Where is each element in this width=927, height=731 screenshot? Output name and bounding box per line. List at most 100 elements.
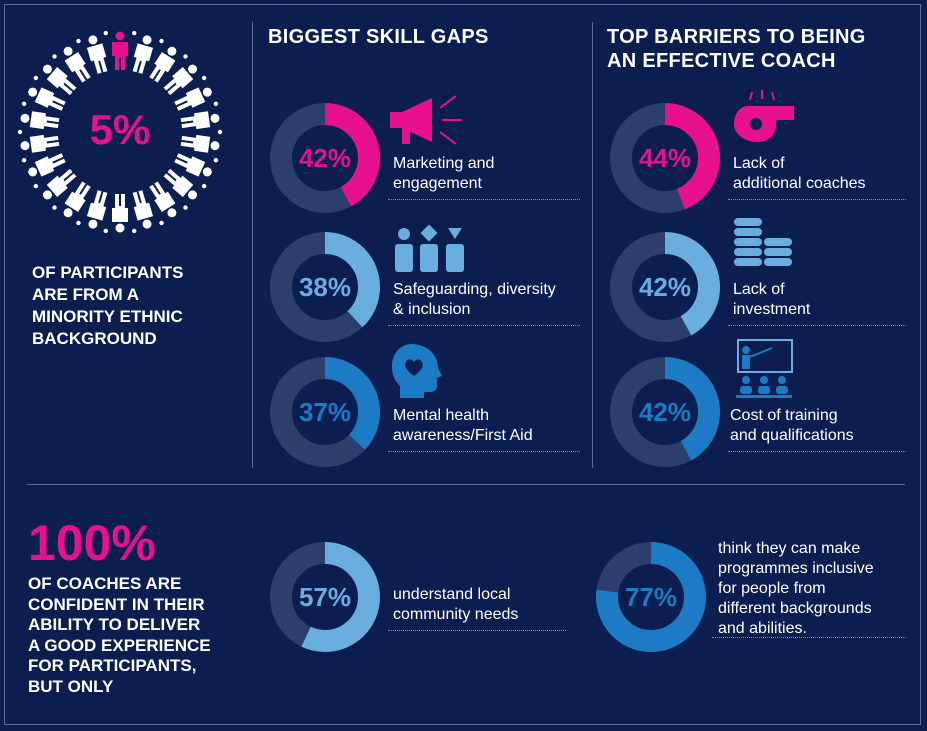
person-figure	[132, 190, 154, 229]
person-figure	[180, 134, 220, 153]
person-figure	[112, 31, 128, 70]
skill-gap-percent-marketing: 42%	[298, 142, 352, 173]
coaches-stat: 100%	[28, 515, 156, 571]
barrier-label-training-cost: Cost of training and qualifications	[730, 406, 854, 446]
dotted-separator	[388, 325, 580, 326]
dotted-separator	[728, 451, 906, 452]
participants-caption-line: BACKGROUND	[32, 329, 157, 348]
person-figure	[174, 153, 212, 177]
coaches-donut-inclusive	[596, 542, 706, 652]
barrier-label-line: and qualifications	[730, 427, 854, 444]
person-figure	[28, 87, 66, 111]
barrier-donut-coaches	[610, 103, 720, 213]
skill-gap-label-line: Safeguarding, diversity	[393, 281, 556, 298]
barrier-label-coaches: Lack of additional coaches	[733, 154, 866, 194]
person-figure	[42, 64, 77, 96]
skill-gap-label-marketing: Marketing and engagement	[393, 154, 494, 194]
coaches-label-inclusive: think they can make programmes inclusive…	[718, 539, 874, 639]
skill-gaps-heading: BIGGEST SKILL GAPS	[268, 26, 489, 48]
barrier-label-line: Lack of	[733, 281, 785, 298]
donut-value-arc	[610, 357, 720, 467]
coaches-caption-line: CONFIDENT IN THEIR	[28, 594, 205, 614]
coaches-label-line: different backgrounds	[718, 600, 872, 617]
coaches-label-line: programmes inclusive	[718, 560, 874, 577]
person-figure	[149, 181, 177, 218]
coaches-donut-community	[270, 542, 380, 652]
coaches-label-line: and abilities.	[718, 620, 807, 637]
donut-value-arc	[610, 103, 720, 213]
barriers-heading-line: TOP BARRIERS TO BEING	[607, 26, 866, 48]
barriers-heading: TOP BARRIERS TO BEING AN EFFECTIVE COACH	[607, 25, 866, 73]
dotted-separator	[388, 630, 566, 631]
donut-value-arc	[596, 542, 706, 652]
person-figure	[132, 35, 154, 74]
person-figure	[149, 46, 177, 83]
coaches-caption-line: OF COACHES ARE	[28, 574, 182, 593]
barrier-donut-investment	[610, 232, 720, 342]
coaches-label-line: think they can make	[718, 540, 861, 557]
barrier-donut-training-cost	[610, 357, 720, 467]
donut-value-arc	[270, 542, 380, 652]
infographic-frame	[4, 4, 921, 725]
person-figure	[86, 190, 108, 229]
person-figure	[174, 87, 212, 111]
coaches-label-line: community needs	[393, 606, 519, 623]
skill-gap-donut-mental-health	[270, 357, 380, 467]
ring-dots	[17, 30, 223, 234]
coin-stack-icon	[734, 218, 792, 266]
donut-value-arc	[610, 232, 720, 342]
barrier-percent-training-cost: 42%	[638, 396, 692, 427]
skill-gap-label-mental-health: Mental health awareness/First Aid	[393, 406, 533, 446]
skill-gap-label-safeguarding: Safeguarding, diversity & inclusion	[393, 280, 556, 320]
dotted-separator	[728, 199, 906, 200]
person-figure	[112, 194, 128, 233]
classroom-icon	[736, 339, 793, 398]
barrier-label-line: additional coaches	[733, 175, 866, 192]
coaches-percent-community: 57%	[298, 581, 352, 612]
participants-caption-line: ARE FROM A	[32, 285, 140, 304]
section-divider	[27, 484, 905, 485]
barrier-label-line: Lack of	[733, 155, 785, 172]
people-ring-icon	[17, 30, 223, 234]
barrier-label-line: Cost of training	[730, 407, 838, 424]
person-figure	[20, 134, 60, 153]
participants-caption-line: MINORITY ETHNIC	[32, 307, 183, 326]
dotted-separator	[728, 325, 906, 326]
column-divider-left	[252, 22, 253, 468]
coaches-caption-line: A GOOD EXPERIENCE	[28, 635, 211, 655]
person-figure	[42, 168, 77, 200]
skill-gap-percent-safeguarding: 38%	[298, 271, 352, 302]
whistle-icon	[734, 90, 794, 142]
skill-gap-label-line: & inclusion	[393, 301, 471, 318]
megaphone-icon	[390, 95, 462, 145]
donut-value-arc	[270, 103, 380, 213]
person-figure	[86, 35, 108, 74]
person-figure	[63, 181, 91, 218]
coaches-caption-line: BUT ONLY	[28, 676, 114, 696]
skill-gap-label-line: engagement	[393, 175, 482, 192]
participants-caption: OF PARTICIPANTS ARE FROM A MINORITY ETHN…	[32, 262, 247, 350]
barriers-heading-line: AN EFFECTIVE COACH	[607, 50, 836, 72]
participants-caption-line: OF PARTICIPANTS	[32, 263, 184, 282]
donut-value-arc	[270, 357, 380, 467]
column-divider-right	[592, 22, 593, 468]
coaches-label-community: understand local community needs	[393, 585, 518, 625]
person-figure	[28, 153, 66, 177]
person-figure	[63, 46, 91, 83]
person-figure	[163, 168, 198, 200]
skill-gap-label-line: Mental health	[393, 407, 490, 424]
skill-gap-percent-mental-health: 37%	[298, 396, 352, 427]
coaches-caption-line: FOR PARTICIPANTS,	[28, 656, 197, 675]
coaches-caption-line: ABILITY TO DELIVER	[28, 615, 201, 634]
skill-gap-donut-marketing	[270, 103, 380, 213]
barrier-percent-investment: 42%	[638, 271, 692, 302]
skill-gap-donut-safeguarding	[270, 232, 380, 342]
skill-gap-label-line: Marketing and	[393, 155, 495, 172]
donut-value-arc	[270, 232, 380, 342]
person-figure	[163, 64, 198, 96]
coaches-percent-inclusive: 77%	[624, 581, 678, 612]
participants-stat: 5%	[89, 106, 151, 153]
skill-gap-label-line: awareness/First Aid	[393, 427, 533, 444]
coaches-label-line: for people from	[718, 580, 826, 597]
dotted-separator	[388, 451, 580, 452]
